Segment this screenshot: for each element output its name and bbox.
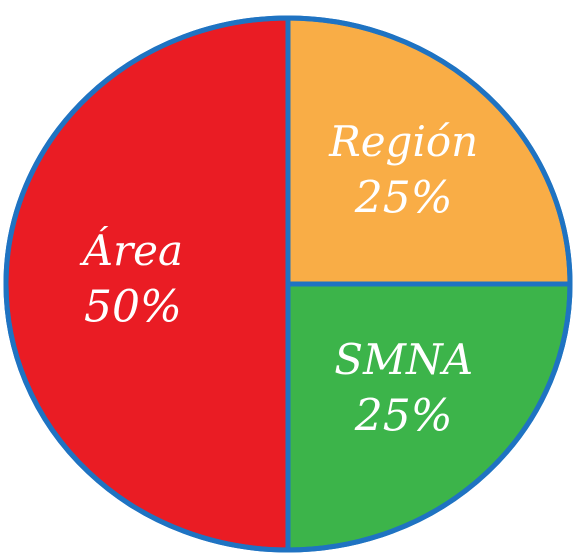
pie-label-region: Región [328, 117, 478, 166]
pie-label-smna: SMNA [334, 335, 473, 384]
pie-label-area: Área [79, 225, 183, 275]
pie-labels: Región 25% SMNA 25% Área 50% [79, 117, 478, 442]
pie-slices [3, 15, 573, 553]
pie-value-area: 50% [84, 282, 182, 333]
pie-value-smna: 25% [354, 391, 453, 442]
pie-outline [3, 15, 573, 553]
pie-value-region: 25% [354, 172, 453, 223]
